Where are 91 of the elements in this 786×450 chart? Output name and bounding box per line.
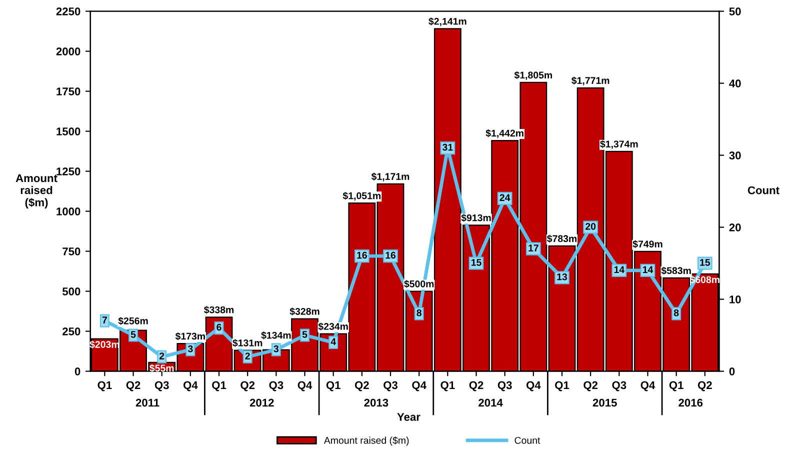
y2-tick-label: 50 — [729, 8, 741, 16]
x-tick-label: Q2 — [354, 381, 369, 392]
x-tick-label: Q1 — [440, 381, 455, 392]
data-label: 13 — [557, 273, 568, 280]
x-tick-label: Q1 — [212, 381, 226, 392]
data-label: $55m — [150, 364, 174, 372]
data-label: 5 — [130, 331, 136, 338]
y2-tick-label: 0 — [729, 368, 735, 376]
data-label: 2 — [245, 352, 250, 360]
data-label: 15 — [471, 259, 482, 266]
data-label: $134m — [261, 331, 291, 340]
y2-tick-label: 30 — [729, 152, 741, 160]
text: 2015 — [592, 398, 617, 407]
data-label: $234m — [318, 322, 348, 331]
y-tick-label: 750 — [62, 248, 80, 256]
data-label: $338m — [204, 306, 234, 314]
y-axis-title: Amount raised ($m) — [16, 174, 58, 209]
data-label: 8 — [416, 309, 422, 316]
data-label: $1,051m — [342, 192, 381, 201]
x-tick-label: Q4 — [526, 381, 541, 392]
x-tick-label: Q2 — [584, 381, 598, 392]
x-tick-label: Q3 — [498, 381, 512, 392]
y-tick-label: 1250 — [56, 168, 80, 176]
data-label: 3 — [188, 345, 193, 352]
y-tick-label: 1500 — [56, 128, 80, 136]
y-tick-label: 0 — [74, 368, 80, 376]
x-tick-label: Q2 — [469, 381, 484, 392]
x-tick-label: Q4 — [640, 381, 656, 392]
data-label: 14 — [614, 266, 625, 273]
data-label: 6 — [216, 324, 222, 331]
data-label: 31 — [442, 144, 453, 151]
x-tick-label: Q1 — [98, 381, 112, 392]
x-tick-label: Q4 — [412, 381, 426, 392]
x-tick-label: Q1 — [555, 381, 570, 392]
data-label: 8 — [674, 309, 679, 316]
legend-label: Amount raised ($m) — [324, 436, 409, 446]
data-label: 2 — [159, 352, 164, 360]
data-label: $328m — [290, 308, 320, 316]
data-label: $1,771m — [572, 76, 610, 86]
y-tick-label: 1750 — [56, 88, 80, 96]
data-label: 16 — [386, 252, 396, 259]
text: 2013 — [364, 398, 388, 407]
data-label: $2,141m — [428, 17, 466, 26]
data-label: 4 — [330, 338, 336, 345]
data-label: $1,442m — [486, 129, 524, 138]
data-label: 5 — [302, 331, 308, 338]
x-tick-label: Q4 — [298, 381, 312, 392]
data-label: 16 — [357, 252, 367, 259]
data-label: $256m — [118, 317, 148, 325]
x-tick-label: Q3 — [384, 381, 398, 392]
data-label: 24 — [500, 194, 510, 201]
y-tick-label: 250 — [62, 328, 80, 336]
y-tick-label: 1000 — [56, 208, 80, 216]
text: 2011 — [136, 398, 160, 407]
x-tick-label: Q3 — [612, 381, 626, 392]
y2-axis-title: Count — [748, 186, 780, 194]
x-tick-label: Q3 — [269, 381, 284, 392]
data-label: 20 — [586, 222, 596, 230]
y2-tick-label: 10 — [730, 296, 741, 304]
data-label: $1,171m — [371, 172, 410, 182]
x-tick-label: Q1 — [326, 381, 340, 392]
x-tick-label: Q1 — [669, 381, 684, 392]
data-label: $583m — [661, 266, 691, 275]
data-label: 7 — [102, 316, 107, 324]
y-tick-label: 2250 — [56, 8, 80, 16]
text: 2014 — [478, 398, 503, 407]
data-label: 17 — [528, 244, 538, 252]
data-label: $1,374m — [600, 140, 638, 149]
x-tick-label: Q4 — [183, 381, 198, 392]
x-tick-label: Q2 — [240, 381, 255, 392]
x-tick-label: Q2 — [698, 381, 712, 392]
data-label: $131m — [232, 339, 262, 347]
data-label: 3 — [274, 345, 279, 352]
text: 2016 — [678, 398, 703, 407]
data-label: 15 — [700, 259, 710, 266]
text: 2012 — [250, 398, 274, 407]
data-label: $173m — [175, 332, 205, 340]
data-label: $1,805m — [514, 71, 552, 80]
y2-tick-label: 40 — [729, 80, 741, 88]
data-label: $783m — [546, 234, 577, 243]
y-tick-label: 500 — [62, 288, 80, 296]
x-axis-title: Year — [397, 413, 420, 421]
y-tick-label: 2000 — [56, 48, 80, 56]
data-label: 14 — [642, 266, 654, 273]
legend-label: Count — [514, 436, 540, 444]
data-label: $749m — [632, 240, 662, 248]
data-label: $913m — [461, 214, 491, 222]
x-tick-label: Q3 — [154, 381, 169, 392]
data-label: $500m — [404, 280, 434, 288]
y2-tick-label: 20 — [729, 224, 741, 232]
x-tick-label: Q2 — [126, 381, 140, 392]
